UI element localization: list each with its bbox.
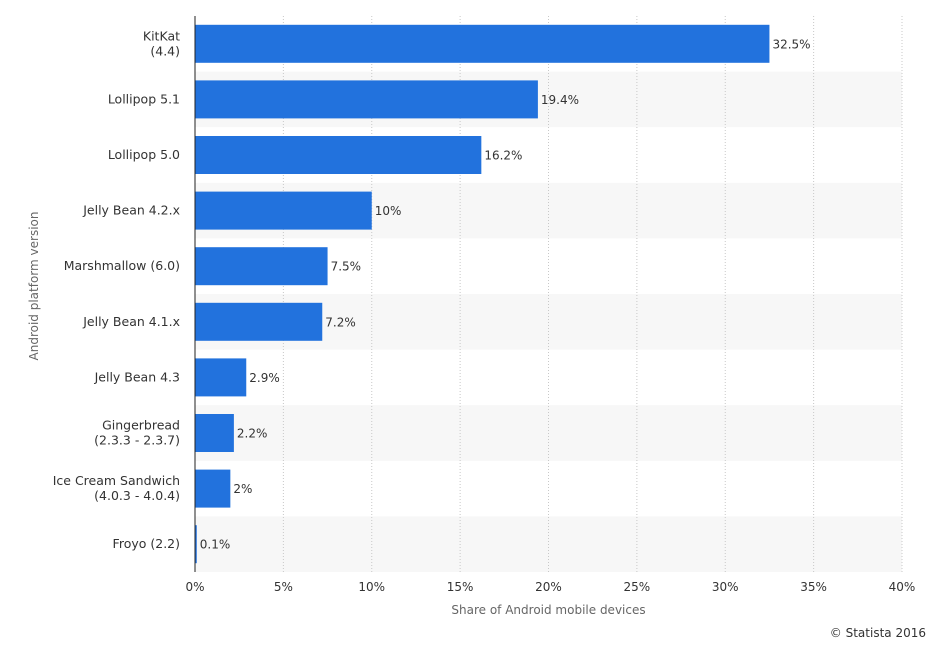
category-labels: KitKat (4.4) Lollipop 5.1 Lollipop 5.0 Jelly… <box>53 28 180 551</box>
x-tick-label: 20% <box>535 580 562 594</box>
bars <box>195 24 770 564</box>
bar <box>195 302 323 341</box>
value-label: 0.1% <box>200 538 231 552</box>
copyright-notice: © Statista 2016 <box>829 626 926 640</box>
value-label: 2.9% <box>249 371 280 385</box>
value-label: 32.5% <box>772 37 810 51</box>
x-tick-label: 30% <box>712 580 739 594</box>
category-label: Gingerbread (2.3.3 - 2.3.7) <box>94 418 180 448</box>
bar <box>195 136 482 174</box>
bar <box>195 24 770 63</box>
category-label: Marshmallow (6.0) <box>64 258 180 273</box>
x-axis-title: Share of Android mobile devices <box>451 603 645 617</box>
x-tick-label: 40% <box>889 580 916 594</box>
value-label: 10% <box>375 204 402 218</box>
category-label: Jelly Bean 4.3 <box>94 369 180 384</box>
value-label: 16.2% <box>484 149 522 163</box>
bar <box>195 525 197 564</box>
x-tick-label: 0% <box>185 580 204 594</box>
x-tick-label: 15% <box>447 580 474 594</box>
value-label: 7.5% <box>331 260 362 274</box>
value-label: 7.2% <box>325 315 356 329</box>
category-label: Jelly Bean 4.2.x <box>82 203 180 218</box>
x-tick-label: 35% <box>800 580 827 594</box>
bar <box>195 358 247 397</box>
y-axis-title: Android platform version <box>27 212 41 361</box>
category-label: Froyo (2.2) <box>113 536 180 551</box>
value-label: 2.2% <box>237 427 268 441</box>
x-tick-labels: 0% 5% 10% 15% 20% 25% 30% 35% 40% <box>185 580 915 594</box>
bar <box>195 80 538 119</box>
category-label: Lollipop 5.1 <box>108 91 180 106</box>
x-tick-label: 25% <box>624 580 651 594</box>
value-label: 19.4% <box>541 93 579 107</box>
bar <box>195 191 372 230</box>
x-tick-label: 5% <box>274 580 293 594</box>
bar <box>195 469 231 508</box>
value-labels: 32.5% 19.4% 16.2% 10% 7.5% 7.2% 2.9% 2.2% 2% 0.1% <box>200 37 811 551</box>
x-tick-label: 10% <box>358 580 385 594</box>
category-label: Lollipop 5.0 <box>108 147 180 162</box>
bar <box>195 414 234 452</box>
category-label: KitKat (4.4) <box>143 28 180 58</box>
bar <box>195 247 328 286</box>
value-label: 2% <box>233 482 252 496</box>
category-label: Jelly Bean 4.1.x <box>82 314 180 329</box>
category-label: Ice Cream Sandwich (4.0.3 - 4.0.4) <box>53 473 180 503</box>
